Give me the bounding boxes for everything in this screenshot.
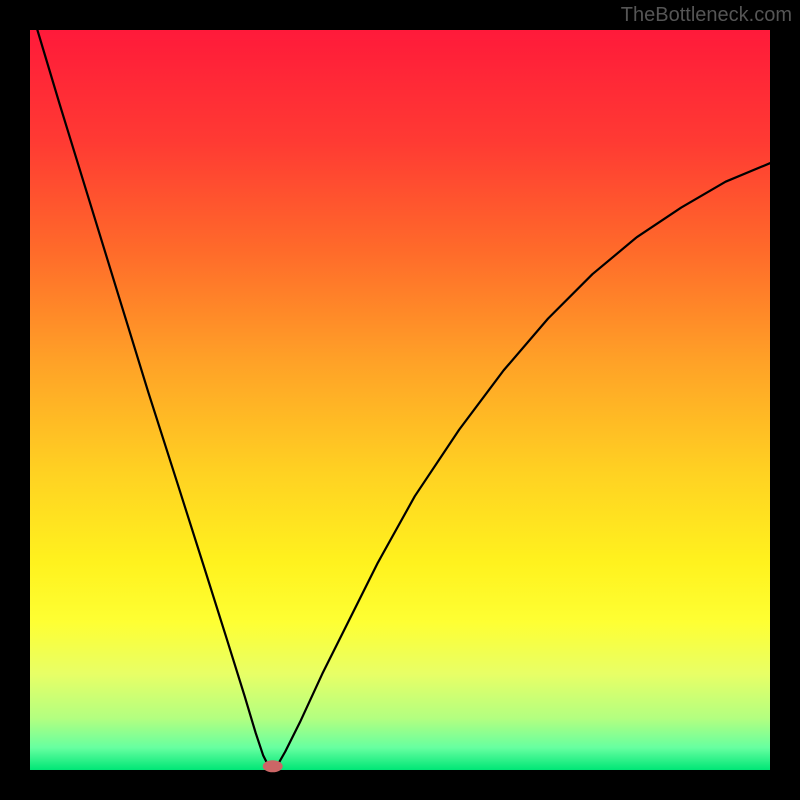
optimum-marker <box>263 760 283 772</box>
watermark-text: TheBottleneck.com <box>621 4 792 27</box>
chart-frame <box>0 0 800 800</box>
plot-background <box>30 30 770 770</box>
chart-svg <box>0 0 800 800</box>
